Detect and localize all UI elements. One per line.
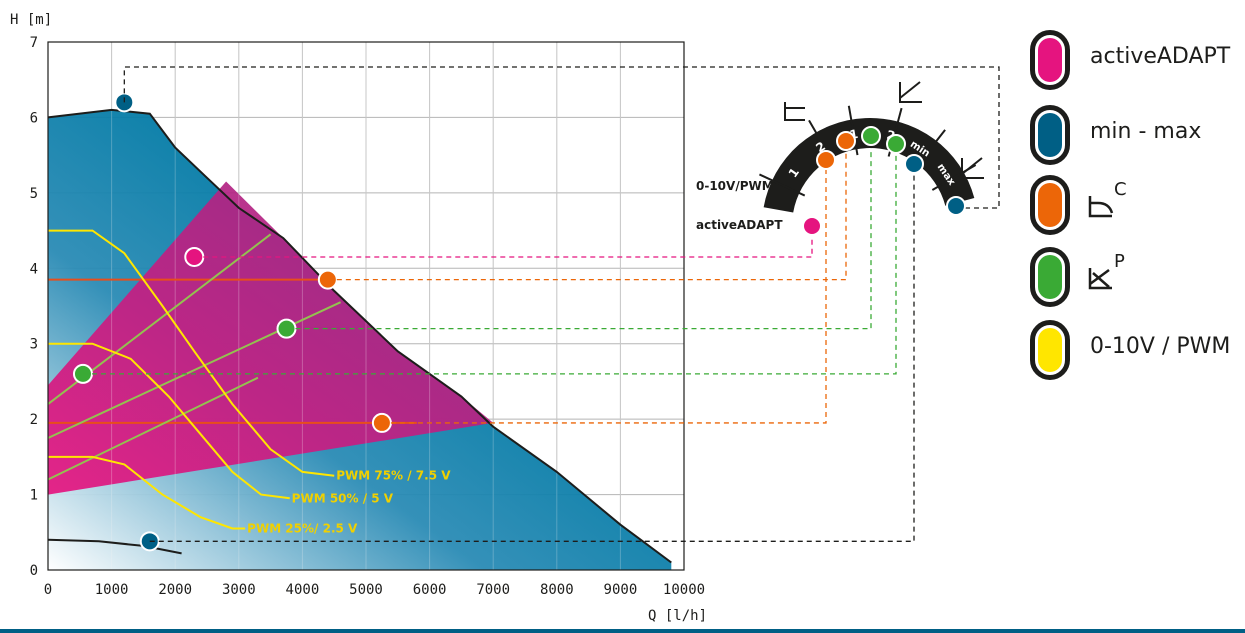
- green-selector-dot: [886, 134, 906, 154]
- legend-sup: P: [1114, 251, 1125, 272]
- proportional-pressure-line: [47, 376, 259, 481]
- y-tick-label: 3: [30, 337, 38, 353]
- proportional-pressure-mode-icon: [899, 81, 922, 103]
- blue-selector-dot: [946, 196, 966, 216]
- x-tick-label: 2000: [158, 582, 192, 598]
- x-tick-label: 7000: [476, 582, 510, 598]
- green-selector-dot: [861, 126, 881, 146]
- max-mode-icon: [961, 157, 984, 179]
- legend-item-pwm: 0-10V / PWM: [1030, 320, 1240, 380]
- y-tick-label: 1: [30, 488, 38, 504]
- activeadapt-mode-label: activeADAPT: [696, 218, 783, 232]
- proportional-pressure-pill-icon: [1030, 247, 1070, 307]
- legend-label: min - max: [1090, 119, 1202, 144]
- legend-item-min-max: min - max: [1030, 105, 1240, 165]
- min-max-pill-icon: [1030, 105, 1070, 165]
- pwm-curve-label: PWM 50% / 5 V: [292, 491, 394, 505]
- x-tick-label: 4000: [286, 582, 320, 598]
- legend-label: activeADAPT: [1090, 44, 1231, 69]
- y-tick-label: 4: [30, 261, 38, 277]
- pwm-pill-icon: [1030, 320, 1070, 380]
- orange-selector-dot: [836, 131, 856, 151]
- x-tick-label: 9000: [604, 582, 638, 598]
- legend-item-proportional-pressure: P: [1030, 247, 1240, 307]
- selector-divider: [759, 173, 806, 197]
- orange-selector-dot: [816, 150, 836, 170]
- constant-pressure-icon: [1088, 196, 1114, 218]
- magenta-selector-dot: [802, 216, 822, 236]
- y-tick-label: 6: [30, 110, 38, 126]
- min-curve-line: [47, 538, 182, 555]
- activeadapt-pill-icon: [1030, 30, 1070, 90]
- dashed-connector: [286, 136, 872, 330]
- y-tick-label: 5: [30, 186, 38, 202]
- dashed-connector: [82, 144, 897, 375]
- x-tick-label: 6000: [413, 582, 447, 598]
- selector-divider: [847, 105, 859, 156]
- selector-segment-label: 1: [849, 127, 860, 142]
- legend-sup: C: [1114, 179, 1127, 200]
- dashed-connector: [327, 141, 847, 281]
- dashed-connector: [123, 66, 1000, 209]
- plot-frame: [47, 41, 685, 571]
- selector-dial-band: [763, 117, 975, 213]
- constant-pressure-mode-icon: [784, 102, 805, 121]
- x-tick-label: 0: [44, 582, 52, 598]
- legend-label: 0-10V / PWM: [1090, 334, 1231, 359]
- y-tick-label: 2: [30, 412, 38, 428]
- blue-selector-dot: [904, 154, 924, 174]
- x-tick-label: 3000: [222, 582, 256, 598]
- y-axis-label: H [m]: [10, 12, 52, 28]
- pwm-curve: [48, 455, 246, 530]
- proportional-pressure-icon: [1088, 268, 1112, 290]
- legend-item-constant-pressure: C: [1030, 175, 1240, 235]
- pwm-curve-label: PWM 25%/ 2.5 V: [247, 522, 358, 536]
- max-curve-line: [47, 108, 672, 564]
- x-tick-label: 8000: [540, 582, 574, 598]
- y-tick-label: 0: [30, 563, 38, 579]
- constant-pressure-pill-icon: [1030, 175, 1070, 235]
- pwm-curve: [48, 342, 290, 500]
- x-tick-label: 1000: [95, 582, 129, 598]
- y-tick-label: 7: [30, 35, 38, 51]
- x-tick-label: 5000: [349, 582, 383, 598]
- pwm-curve: [48, 229, 335, 477]
- pwm-curve-label: PWM 75% / 7.5 V: [336, 469, 451, 483]
- pwm-mode-label: 0-10V/PWM: [696, 179, 774, 193]
- x-tick-label: 10000: [663, 582, 705, 598]
- dashed-connector: [381, 160, 827, 424]
- legend-item-activeadapt: activeADAPT: [1030, 30, 1240, 90]
- x-axis-label: Q [l/h]: [648, 608, 707, 624]
- bottom-rule: [0, 629, 1245, 633]
- dashed-connector: [149, 164, 915, 542]
- selector-segment-label: 2: [885, 128, 896, 144]
